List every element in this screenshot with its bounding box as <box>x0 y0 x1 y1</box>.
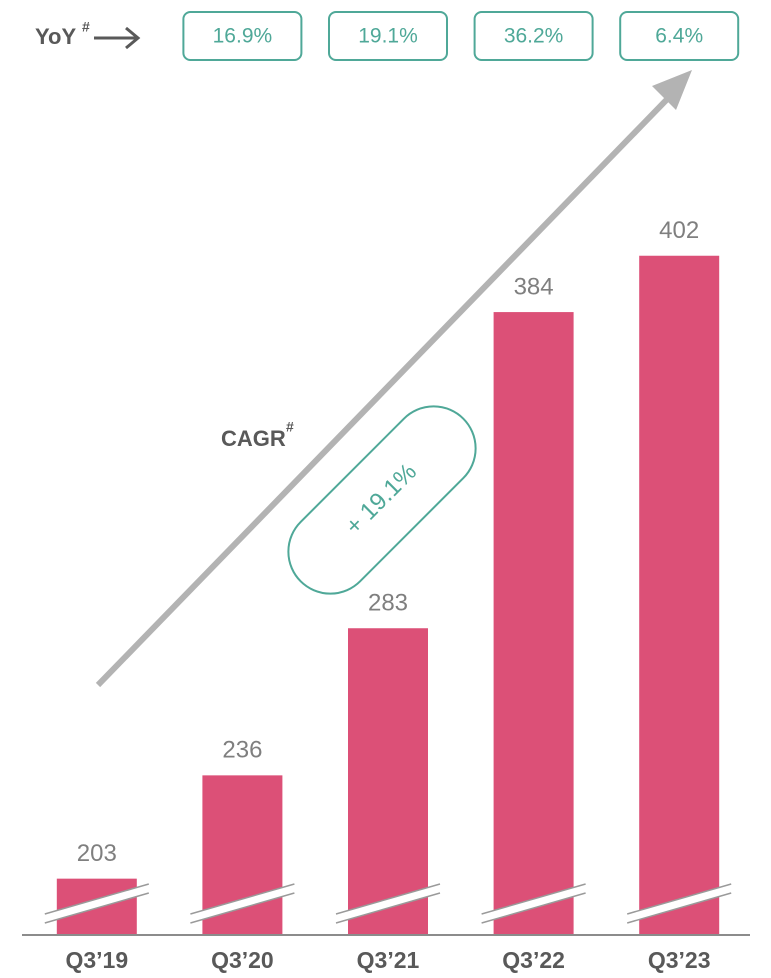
x-tick-label: Q3’19 <box>65 947 128 973</box>
yoy-label: YoY <box>35 24 76 49</box>
value-label: 236 <box>222 737 262 764</box>
axis-break-line <box>335 892 441 924</box>
axis-break-gap <box>44 884 149 923</box>
axis-break-gap <box>190 884 295 923</box>
value-label: 402 <box>659 217 699 244</box>
x-tick-label: Q3’23 <box>648 947 711 973</box>
axis-break-gap <box>627 884 732 923</box>
axis-break-gap <box>336 884 440 923</box>
yoy-box <box>182 11 303 61</box>
x-tick-label: Q3’21 <box>357 947 420 973</box>
bar <box>639 255 720 936</box>
axis-break-line <box>44 892 150 924</box>
yoy-box <box>328 11 448 61</box>
axis-break-gap <box>481 884 586 923</box>
value-label: 283 <box>368 590 408 617</box>
yoy-value: 6.4% <box>655 25 703 48</box>
axis-break-line <box>626 883 732 915</box>
value-label: 203 <box>77 840 117 867</box>
axis-break-line <box>190 883 295 915</box>
yoy-value: 16.9% <box>213 25 273 48</box>
axis-break <box>626 883 732 924</box>
axis-break-line <box>626 892 732 924</box>
cagr-pill-outline <box>287 405 477 595</box>
cagr-label: CAGR <box>221 426 286 451</box>
bar <box>348 628 428 935</box>
x-tick-label: Q3’22 <box>502 947 565 973</box>
value-label: 384 <box>514 273 554 300</box>
trend-arrow <box>95 85 681 688</box>
yoy-note: # <box>82 19 90 35</box>
trend-arrowhead <box>652 70 692 110</box>
bar <box>493 312 574 935</box>
yoy-box <box>473 11 594 61</box>
cagr-pill: + 19.1% <box>287 405 477 595</box>
axis-break-line <box>481 892 586 924</box>
axis-break-line <box>335 883 441 915</box>
axis-break <box>44 883 150 924</box>
axis-break-line <box>44 883 150 915</box>
yoy-value: 36.2% <box>504 25 564 48</box>
axis-break-line <box>481 883 586 915</box>
axis-break-line <box>190 892 295 924</box>
axis-break <box>481 883 586 924</box>
axis-break <box>335 883 441 924</box>
yoy-value: 19.1% <box>358 25 418 48</box>
yoy-arrow <box>94 26 141 50</box>
cagr-note: # <box>286 419 294 435</box>
yoy-box <box>619 11 740 61</box>
axis-break <box>190 883 295 924</box>
x-tick-label: Q3’20 <box>211 947 274 973</box>
